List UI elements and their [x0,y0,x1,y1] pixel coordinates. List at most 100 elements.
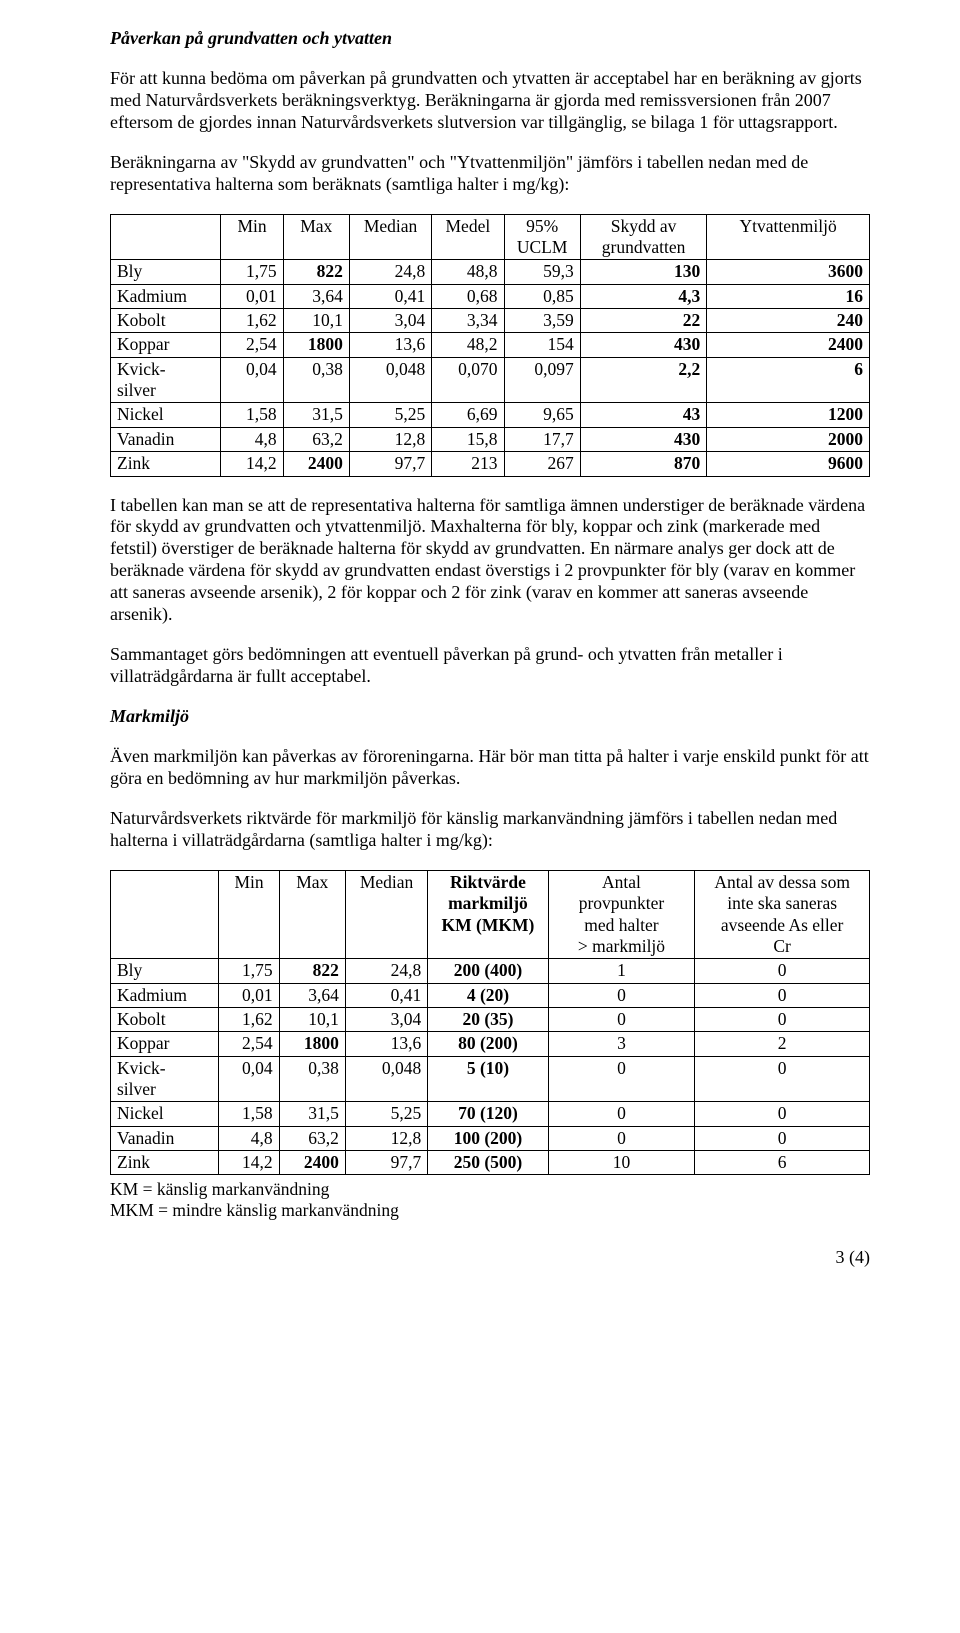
table-cell: 59,3 [504,260,580,284]
table-cell: 430 [580,427,707,451]
table-cell: 80 (200) [428,1032,548,1056]
table-cell: Bly [111,959,219,983]
paragraph: I tabellen kan man se att de representat… [110,495,870,627]
table-cell: Kobolt [111,309,221,333]
table-cell: 1800 [279,1032,345,1056]
table-cell: 430 [580,333,707,357]
table-cell: 1,75 [219,959,279,983]
table-cell: 31,5 [279,1102,345,1126]
table-cell: 130 [580,260,707,284]
table-cell: 2,2 [580,357,707,403]
table-row: Kadmium0,013,640,410,680,854,316 [111,284,870,308]
table-cell: 0,38 [279,1056,345,1102]
table-cell: 97,7 [345,1151,427,1175]
table-cell: 5,25 [349,403,431,427]
table-cell: 24,8 [345,959,427,983]
table-row: Kobolt1,6210,13,0420 (35)00 [111,1007,870,1031]
table-row: Kvick-silver0,040,380,0485 (10)00 [111,1056,870,1102]
table-header-cell [111,870,219,958]
table-cell: 12,8 [349,427,431,451]
table-cell: 10,1 [283,309,349,333]
table-cell: 0,38 [283,357,349,403]
table-cell: 0,01 [221,284,283,308]
table-cell: 63,2 [279,1126,345,1150]
table-row: Vanadin4,863,212,815,817,74302000 [111,427,870,451]
table-cell: 15,8 [432,427,504,451]
paragraph: Även markmiljön kan påverkas av föroreni… [110,746,870,790]
table-cell: 0 [695,1007,870,1031]
table-cell: 2 [695,1032,870,1056]
table-cell: 0,048 [349,357,431,403]
table-cell: 22 [580,309,707,333]
table-cell: 3,04 [345,1007,427,1031]
table-header-cell: Skydd avgrundvatten [580,214,707,260]
table-cell: Vanadin [111,1126,219,1150]
paragraph: Naturvårdsverkets riktvärde för markmilj… [110,808,870,852]
table-cell: 100 (200) [428,1126,548,1150]
table-cell: 1,62 [221,309,283,333]
paragraph: Sammantaget görs bedömningen att eventue… [110,644,870,688]
table-cell: 0 [695,1056,870,1102]
table-cell: 0,097 [504,357,580,403]
table-cell: 0 [548,983,695,1007]
table-cell: 13,6 [349,333,431,357]
table-cell: 2,54 [221,333,283,357]
table-footnote: KM = känslig markanvändning MKM = mindre… [110,1179,870,1221]
table-row: Kadmium0,013,640,414 (20)00 [111,983,870,1007]
table-cell: 0,04 [219,1056,279,1102]
table-cell: 250 (500) [428,1151,548,1175]
table-header-cell: Max [283,214,349,260]
table-cell: 1,58 [219,1102,279,1126]
table-cell: 4 (20) [428,983,548,1007]
table-cell: 3,64 [283,284,349,308]
table-cell: 48,8 [432,260,504,284]
table-cell: 0 [548,1102,695,1126]
table-header-cell: Median [349,214,431,260]
table-row: Nickel1,5831,55,256,699,65431200 [111,403,870,427]
table-cell: 13,6 [345,1032,427,1056]
table-cell: 0,01 [219,983,279,1007]
table-soil: MinMaxMedianRiktvärdemarkmiljöKM (MKM)An… [110,870,870,1175]
table-cell: 12,8 [345,1126,427,1150]
table-cell: 1 [548,959,695,983]
table-header-cell: Medel [432,214,504,260]
table-cell: 2400 [707,333,870,357]
table-cell: 5,25 [345,1102,427,1126]
table-cell: Vanadin [111,427,221,451]
table-cell: 200 (400) [428,959,548,983]
table-cell: Zink [111,452,221,476]
table-row: Kobolt1,6210,13,043,343,5922240 [111,309,870,333]
table-cell: 6,69 [432,403,504,427]
table-cell: 4,3 [580,284,707,308]
table-cell: 5 (10) [428,1056,548,1102]
table-cell: 1,75 [221,260,283,284]
table-cell: 0,85 [504,284,580,308]
table-cell: 0,41 [345,983,427,1007]
table-header-cell: Min [221,214,283,260]
table-row: Zink14,2240097,72132678709600 [111,452,870,476]
table-cell: 16 [707,284,870,308]
table-cell: 0,68 [432,284,504,308]
section-title-water: Påverkan på grundvatten och ytvatten [110,28,870,50]
table-header-cell: Median [345,870,427,958]
table-cell: 6 [707,357,870,403]
table-cell: 0 [695,959,870,983]
table-row: Kvick-silver0,040,380,0480,0700,0972,26 [111,357,870,403]
table-row: Zink14,2240097,7250 (500)106 [111,1151,870,1175]
table-cell: 3600 [707,260,870,284]
table-header-cell: 95%UCLM [504,214,580,260]
section-title-soil: Markmiljö [110,706,870,728]
table-cell: 0,048 [345,1056,427,1102]
table-header-cell [111,214,221,260]
table-cell: 0 [548,1056,695,1102]
table-cell: Nickel [111,403,221,427]
table-cell: 70 (120) [428,1102,548,1126]
table-cell: Nickel [111,1102,219,1126]
table-cell: 1800 [283,333,349,357]
table-cell: 2400 [283,452,349,476]
table-header-cell: RiktvärdemarkmiljöKM (MKM) [428,870,548,958]
table-cell: 1,58 [221,403,283,427]
table-cell: 0,070 [432,357,504,403]
table-header-cell: Max [279,870,345,958]
table-row: Nickel1,5831,55,2570 (120)00 [111,1102,870,1126]
